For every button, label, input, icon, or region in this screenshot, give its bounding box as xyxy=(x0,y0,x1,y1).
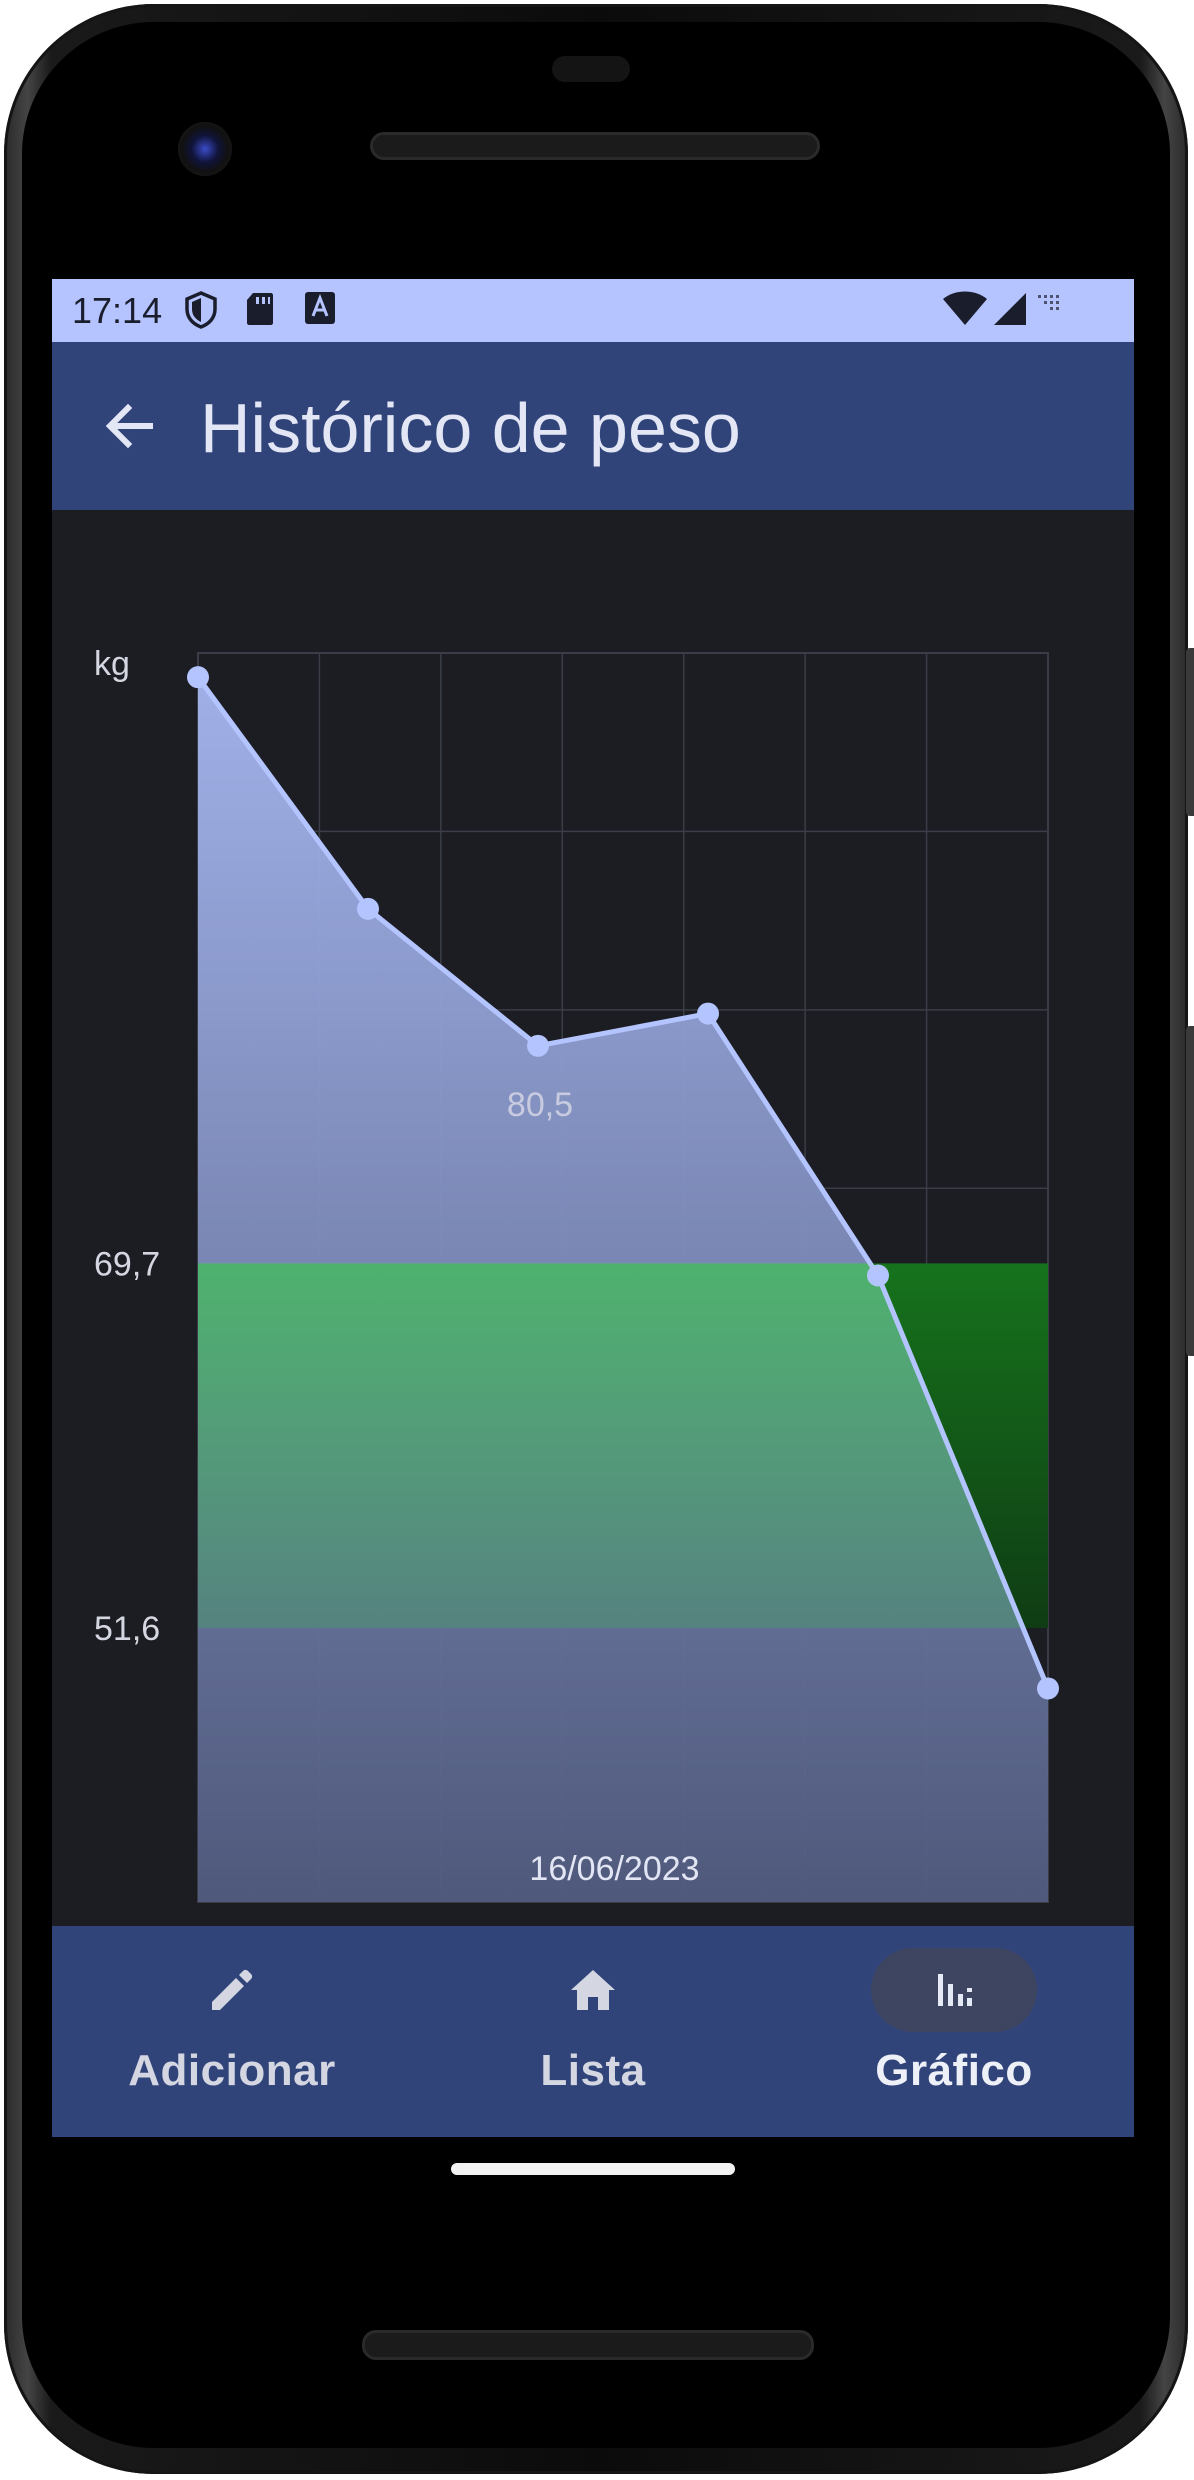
pencil-icon xyxy=(212,1969,253,2010)
data-label: 80,5 xyxy=(507,1086,573,1124)
arrow-left-icon[interactable] xyxy=(96,392,164,460)
screen: 17:14 xyxy=(52,279,1134,2137)
data-point[interactable] xyxy=(357,897,379,920)
top-speaker xyxy=(370,132,820,160)
wifi-icon xyxy=(943,291,987,325)
cell-signal-icon xyxy=(994,293,1026,325)
data-point[interactable] xyxy=(187,666,209,689)
home-icon xyxy=(571,1970,615,2010)
shield-icon xyxy=(185,291,217,329)
weight-chart: kg 69,7 51,6 80,5 16/06/2023 xyxy=(52,510,1134,1926)
page-title: Histórico de peso xyxy=(200,389,741,467)
nav-item-lista[interactable]: Lista xyxy=(413,1926,773,2137)
band-min-label: 51,6 xyxy=(94,1610,160,1648)
bottom-speaker xyxy=(362,2330,814,2360)
data-point[interactable] xyxy=(697,1002,719,1025)
nav-item-grafico[interactable]: Gráfico xyxy=(774,1926,1134,2137)
nav-label: Adicionar xyxy=(128,2046,336,2095)
bottom-navigation: Adicionar Lista Gráfico xyxy=(52,1926,1134,2137)
network-icon xyxy=(1038,295,1059,310)
data-point[interactable] xyxy=(527,1034,549,1057)
data-point[interactable] xyxy=(867,1264,889,1287)
power-button xyxy=(1186,648,1194,816)
status-bar: 17:14 xyxy=(52,279,1134,342)
volume-button xyxy=(1186,1026,1194,1356)
chart-svg: kg 69,7 51,6 80,5 16/06/2023 xyxy=(94,645,1059,1903)
nav-item-adicionar[interactable]: Adicionar xyxy=(52,1926,412,2137)
weight-line xyxy=(195,675,1051,1690)
data-points xyxy=(187,666,1059,1700)
nav-label: Lista xyxy=(540,2046,646,2095)
nav-label: Gráfico xyxy=(875,2046,1033,2095)
sensor xyxy=(552,56,630,82)
selected-date-label: 16/06/2023 xyxy=(529,1850,699,1888)
app-bar: Histórico de peso xyxy=(52,342,1134,510)
bar-chart-icon xyxy=(938,1974,972,2006)
home-indicator[interactable] xyxy=(451,2163,735,2175)
status-time: 17:14 xyxy=(72,290,163,331)
y-axis-label: kg xyxy=(94,645,130,683)
band-max-label: 69,7 xyxy=(94,1245,160,1283)
nav-pill-active xyxy=(871,1948,1037,2032)
sd-card-icon xyxy=(247,293,273,325)
front-camera xyxy=(178,122,232,176)
data-point[interactable] xyxy=(1037,1677,1059,1700)
a-badge-icon xyxy=(305,292,335,324)
